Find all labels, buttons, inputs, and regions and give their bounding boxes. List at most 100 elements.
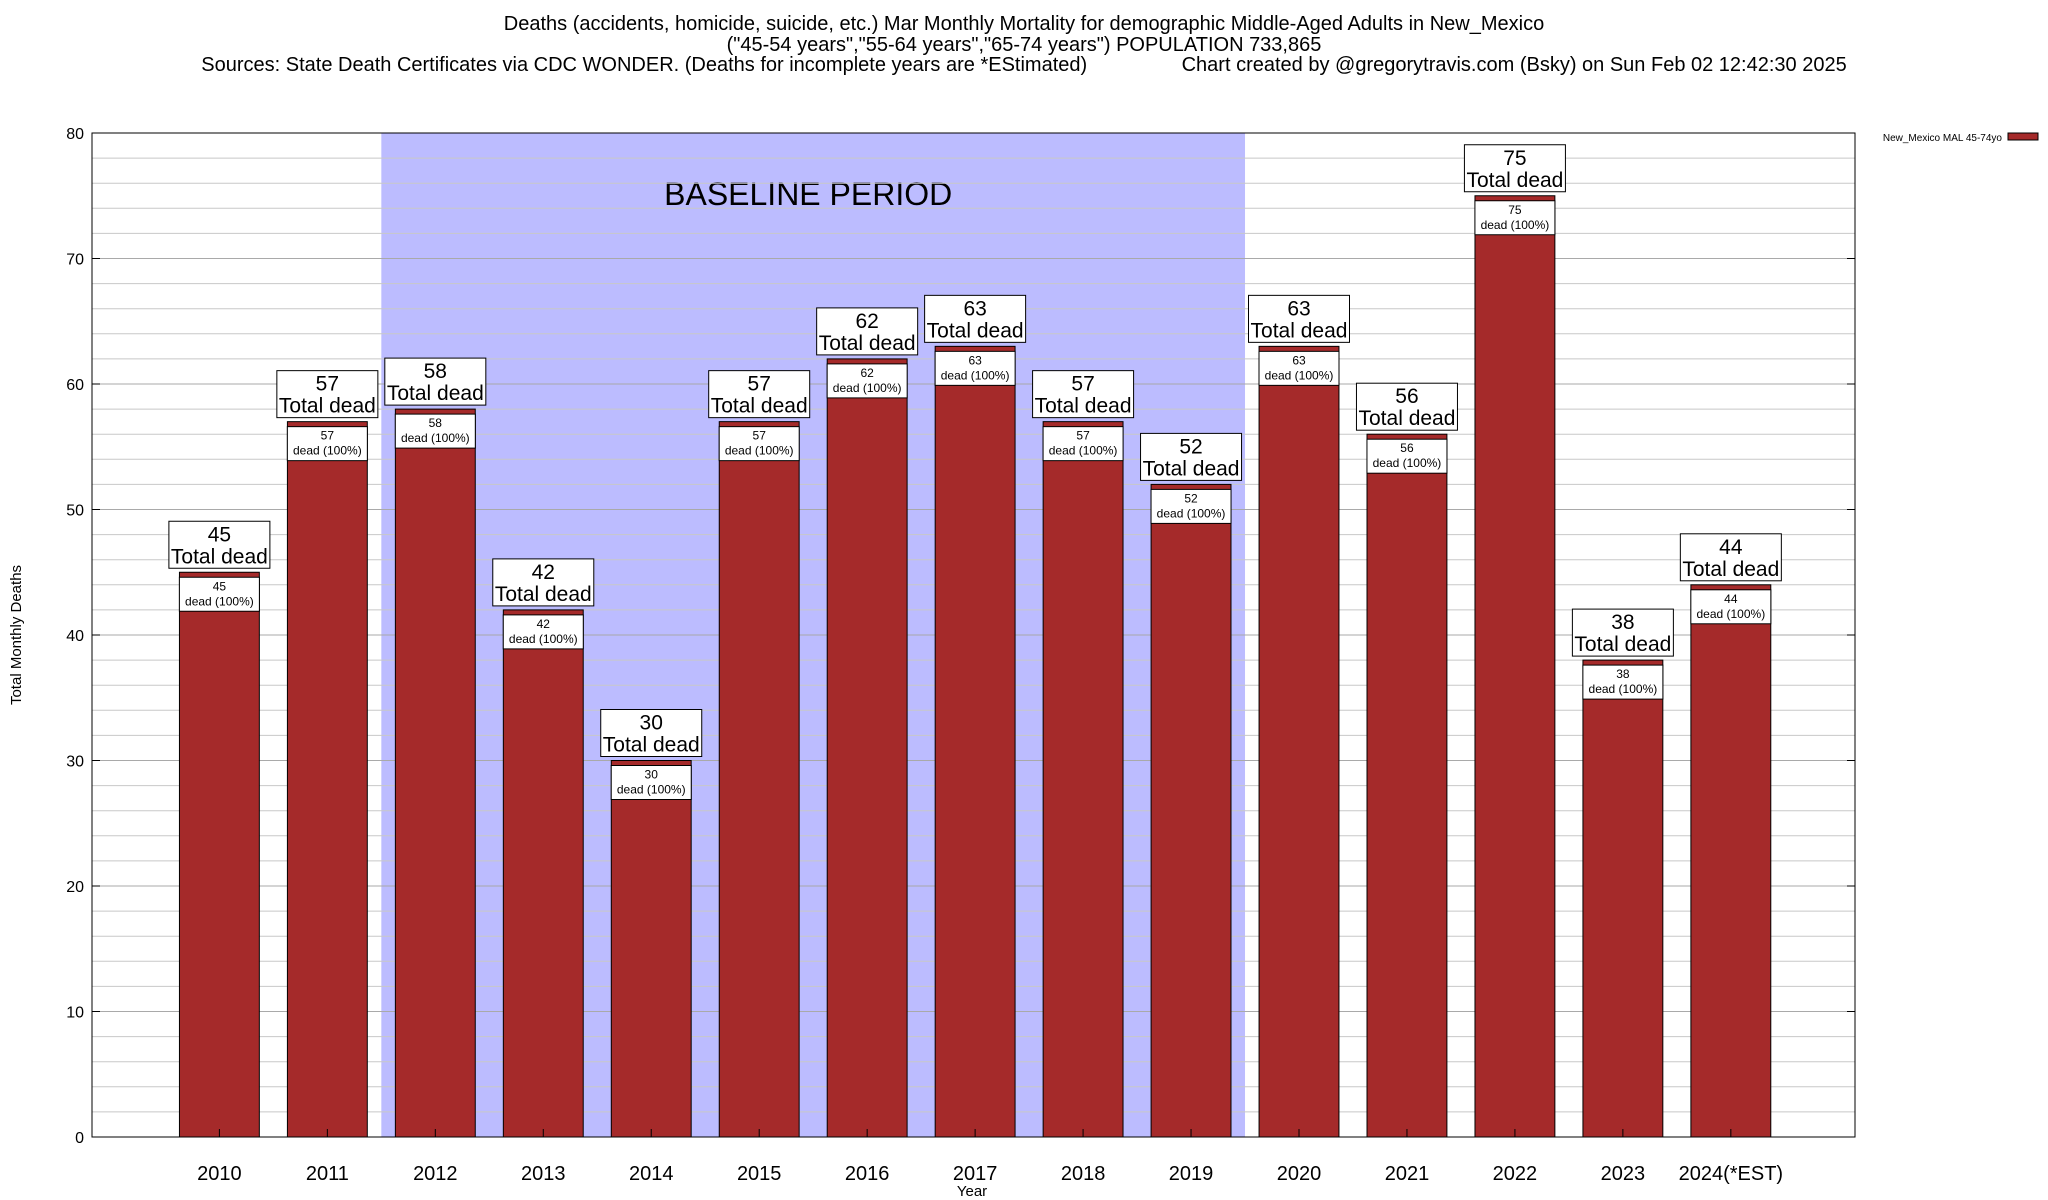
segment-percent-label: dead (100%) [509,632,578,646]
segment-value-label: 63 [968,353,982,367]
total-label-box [1463,144,1566,193]
bar [1474,195,1556,1138]
total-value-label: 57 [748,373,771,396]
bar [934,345,1016,1138]
total-value-label: 63 [963,297,986,320]
bar [1258,345,1340,1138]
y-axis-title: Total Monthly Deaths [8,565,25,705]
x-tick-label: 2012 [413,1163,458,1185]
baseline-label: BASELINE PERIOD [664,176,952,212]
y-tick-label: 60 [66,377,84,394]
total-dead-label: Total dead [603,734,700,757]
total-value-label: 56 [1395,385,1418,408]
total-label-box [276,370,379,419]
total-label-box [1355,382,1458,431]
x-tick-label: 2024(*EST) [1679,1163,1784,1185]
x-tick-label: 2019 [1169,1163,1214,1185]
bar [1042,421,1124,1138]
segment-value-label: 38 [1616,667,1630,681]
total-value-label: 45 [208,523,231,546]
segment-label-box [1582,664,1664,700]
total-dead-label: Total dead [387,382,484,405]
segment-label-box [1366,438,1448,474]
total-value-label: 63 [1287,297,1310,320]
segment-value-label: 58 [429,416,443,430]
bar [178,571,260,1138]
chart-sources: Sources: State Death Certificates via CD… [201,54,1847,76]
segment-percent-label: dead (100%) [1589,682,1658,696]
total-value-label: 44 [1719,536,1743,559]
segment-value-label: 63 [1292,353,1306,367]
bar [610,760,692,1138]
y-tick-label: 30 [66,754,84,771]
total-value-label: 30 [640,712,663,735]
segment-percent-label: dead (100%) [1157,506,1226,520]
x-tick-label: 2018 [1061,1163,1106,1185]
segment-percent-label: dead (100%) [617,783,686,797]
segment-value-label: 56 [1400,441,1414,455]
x-tick-label: 2010 [197,1163,242,1185]
legend-swatch [2007,132,2039,141]
x-tick-label: 2021 [1385,1163,1430,1185]
total-label-box [600,709,703,757]
segment-label-box [610,765,692,800]
segment-label-box [934,350,1016,386]
total-value-label: 57 [316,373,339,396]
total-dead-label: Total dead [1035,395,1132,418]
total-dead-label: Total dead [1251,319,1348,342]
legend-label: New_Mexico MAL 45-74yo [1883,133,2003,144]
segment-percent-label: dead (100%) [1265,368,1334,382]
segment-value-label: 42 [537,617,551,631]
y-tick-label: 0 [75,1130,84,1147]
segment-value-label: 30 [645,768,659,782]
segment-label-box [502,614,584,650]
total-dead-label: Total dead [1574,633,1671,656]
bar [1690,584,1772,1138]
y-tick-label: 70 [66,252,84,269]
bar [718,421,800,1138]
bar [1366,433,1448,1138]
segment-label-box [1474,200,1556,236]
bar [502,609,584,1138]
total-label-box [708,370,811,419]
x-tick-label: 2015 [737,1163,782,1185]
y-tick-label: 40 [66,628,84,645]
total-value-label: 62 [855,310,878,333]
total-value-label: 52 [1179,435,1202,458]
bar [286,421,368,1138]
segment-percent-label: dead (100%) [941,368,1010,382]
bar [394,408,476,1138]
y-tick-label: 10 [66,1005,84,1022]
total-value-label: 57 [1071,373,1094,396]
total-dead-label: Total dead [1359,407,1456,430]
segment-value-label: 57 [321,429,335,443]
y-tick-label: 50 [66,503,84,520]
segment-value-label: 45 [213,579,227,593]
x-tick-label: 2022 [1493,1163,1538,1185]
x-axis-title: Year [957,1183,987,1200]
total-value-label: 38 [1611,611,1634,634]
segment-percent-label: dead (100%) [1481,218,1550,232]
segment-label-box [718,426,800,462]
segment-label-box [826,363,908,399]
chart-subtitle: ("45-54 years","55-64 years","65-74 year… [726,34,1322,56]
x-tick-label: 2016 [845,1163,890,1185]
total-label-box [1679,533,1782,582]
bar [1582,659,1664,1138]
y-tick-label: 80 [66,126,84,143]
total-dead-label: Total dead [819,332,916,355]
total-dead-label: Total dead [927,319,1024,342]
total-dead-label: Total dead [1143,457,1240,480]
total-label-box [492,558,595,607]
segment-value-label: 62 [860,366,874,380]
bar [1150,483,1232,1138]
segment-percent-label: dead (100%) [725,444,794,458]
total-dead-label: Total dead [171,545,268,568]
segment-percent-label: dead (100%) [1696,607,1765,621]
segment-label-box [178,576,260,612]
total-value-label: 42 [532,561,555,584]
segment-label-box [1150,488,1232,524]
bar [826,358,908,1138]
total-value-label: 58 [424,360,447,383]
segment-percent-label: dead (100%) [185,594,254,608]
